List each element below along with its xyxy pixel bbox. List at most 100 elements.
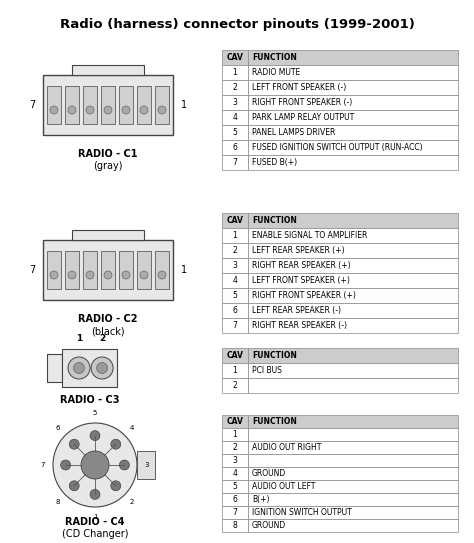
Bar: [248, 228, 458, 243]
Bar: [222, 454, 248, 467]
Text: FUNCTION: FUNCTION: [252, 53, 297, 62]
Text: 2: 2: [233, 83, 237, 92]
Text: 1: 1: [233, 68, 237, 77]
Bar: [222, 348, 248, 363]
Text: 3: 3: [145, 462, 149, 468]
Circle shape: [111, 481, 121, 491]
Text: LEFT FRONT SPEAKER (-): LEFT FRONT SPEAKER (-): [252, 83, 346, 92]
Bar: [155, 251, 169, 289]
Bar: [155, 86, 169, 124]
Text: FUSED B(+): FUSED B(+): [252, 158, 297, 167]
Circle shape: [111, 439, 121, 449]
Bar: [119, 251, 133, 289]
Bar: [248, 243, 458, 258]
Bar: [248, 155, 458, 170]
Bar: [222, 125, 248, 140]
Text: (gray): (gray): [93, 161, 123, 171]
Circle shape: [91, 357, 113, 379]
Bar: [248, 65, 458, 80]
Text: 2: 2: [233, 246, 237, 255]
Text: FUNCTION: FUNCTION: [252, 351, 297, 360]
Bar: [137, 86, 151, 124]
Circle shape: [86, 271, 94, 279]
Bar: [101, 251, 115, 289]
Bar: [248, 273, 458, 288]
Text: Radio (harness) connector pinouts (1999-2001): Radio (harness) connector pinouts (1999-…: [60, 18, 414, 31]
Text: 7: 7: [29, 100, 35, 110]
Bar: [65, 86, 79, 124]
Text: 4: 4: [233, 113, 237, 122]
Bar: [222, 519, 248, 532]
Circle shape: [68, 106, 76, 114]
Bar: [248, 348, 458, 363]
Text: CAV: CAV: [227, 417, 244, 426]
Text: RADIO - C4: RADIO - C4: [65, 517, 125, 527]
Text: 3: 3: [233, 98, 237, 107]
Text: RADIO MUTE: RADIO MUTE: [252, 68, 300, 77]
Bar: [222, 140, 248, 155]
Circle shape: [158, 106, 166, 114]
Text: 2: 2: [233, 443, 237, 452]
Bar: [222, 50, 248, 65]
Circle shape: [50, 271, 58, 279]
Text: AUDIO OUT LEFT: AUDIO OUT LEFT: [252, 482, 315, 491]
Text: 7: 7: [29, 265, 35, 275]
Bar: [248, 493, 458, 506]
Circle shape: [68, 271, 76, 279]
Bar: [222, 213, 248, 228]
Text: FUNCTION: FUNCTION: [252, 216, 297, 225]
Bar: [248, 415, 458, 428]
Text: GROUND: GROUND: [252, 521, 286, 530]
Bar: [248, 288, 458, 303]
Text: 1: 1: [233, 430, 237, 439]
Text: PARK LAMP RELAY OUTPUT: PARK LAMP RELAY OUTPUT: [252, 113, 354, 122]
Text: 2: 2: [233, 381, 237, 390]
Bar: [83, 251, 97, 289]
Bar: [222, 441, 248, 454]
Bar: [248, 303, 458, 318]
Circle shape: [81, 451, 109, 479]
Circle shape: [90, 431, 100, 440]
Circle shape: [158, 271, 166, 279]
Text: 6: 6: [233, 143, 237, 152]
Circle shape: [73, 363, 84, 374]
Bar: [222, 480, 248, 493]
Text: CAV: CAV: [227, 216, 244, 225]
Circle shape: [104, 106, 112, 114]
Text: IGNITION SWITCH OUTPUT: IGNITION SWITCH OUTPUT: [252, 508, 352, 517]
Text: 2: 2: [129, 499, 134, 505]
Text: 6: 6: [56, 425, 61, 431]
Text: AUDIO OUT RIGHT: AUDIO OUT RIGHT: [252, 443, 321, 452]
Bar: [248, 506, 458, 519]
Bar: [222, 493, 248, 506]
Text: RIGHT FRONT SPEAKER (+): RIGHT FRONT SPEAKER (+): [252, 291, 356, 300]
Bar: [248, 318, 458, 333]
Text: CAV: CAV: [227, 351, 244, 360]
Bar: [248, 363, 458, 378]
Bar: [47, 86, 61, 124]
Text: 7: 7: [233, 321, 237, 330]
Bar: [65, 251, 79, 289]
Bar: [47, 251, 61, 289]
Text: 7: 7: [233, 158, 237, 167]
Bar: [222, 273, 248, 288]
Bar: [222, 288, 248, 303]
Text: RADIO - C1: RADIO - C1: [78, 149, 138, 159]
Bar: [248, 258, 458, 273]
Text: PANEL LAMPS DRIVER: PANEL LAMPS DRIVER: [252, 128, 336, 137]
Bar: [72, 230, 144, 240]
Bar: [248, 441, 458, 454]
Text: 4: 4: [233, 276, 237, 285]
Circle shape: [97, 363, 108, 374]
Text: RADIO - C3: RADIO - C3: [60, 395, 120, 405]
Circle shape: [122, 106, 130, 114]
Bar: [248, 428, 458, 441]
Circle shape: [140, 271, 148, 279]
Text: 1: 1: [233, 231, 237, 240]
Text: RIGHT REAR SPEAKER (+): RIGHT REAR SPEAKER (+): [252, 261, 351, 270]
Bar: [222, 155, 248, 170]
Text: FUNCTION: FUNCTION: [252, 417, 297, 426]
Circle shape: [140, 106, 148, 114]
Circle shape: [104, 271, 112, 279]
Text: (CD Changer): (CD Changer): [62, 529, 128, 539]
